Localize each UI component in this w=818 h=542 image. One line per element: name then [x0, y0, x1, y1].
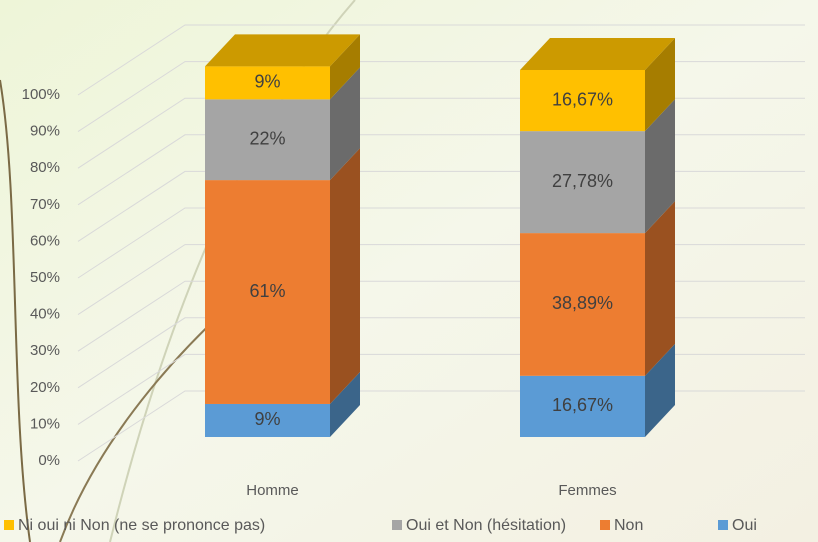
legend-swatch — [718, 520, 728, 530]
bar — [205, 180, 330, 404]
x-tick-label: Homme — [246, 482, 299, 499]
y-tick-label: 80% — [30, 159, 60, 176]
bar — [205, 66, 330, 100]
bar — [520, 69, 645, 132]
value-label: 22% — [249, 128, 285, 148]
bar — [205, 99, 330, 181]
y-tick-label: 50% — [30, 269, 60, 286]
bar-top — [520, 37, 675, 70]
bar-top — [205, 34, 360, 67]
decoration — [0, 79, 31, 542]
decoration — [59, 309, 226, 542]
plot: 0% 10% 20% 30% 40% 50% 60% 70% 80% 90% 100% Homme 9%… — [4, 24, 805, 534]
legend-swatch — [4, 520, 14, 530]
bar-side — [645, 99, 675, 234]
value-label: 61% — [249, 281, 285, 301]
bar-side — [330, 148, 360, 404]
y-tick-label: 90% — [30, 123, 60, 140]
x-tick-label: Femmes — [558, 482, 616, 499]
y-tick-label: 0% — [38, 452, 60, 469]
y-tick-label: 60% — [30, 232, 60, 249]
legend-label: Oui — [732, 517, 757, 534]
bar-side — [330, 34, 360, 100]
y-tick-label: 20% — [30, 379, 60, 396]
value-label: 9% — [254, 409, 280, 429]
bar — [520, 233, 645, 376]
bar-side — [645, 37, 675, 132]
legend-label: Non — [614, 517, 643, 534]
y-tick-label: 70% — [30, 196, 60, 213]
bar-side — [645, 343, 675, 437]
value-label: 27,78% — [552, 171, 613, 191]
y-tick-label: 100% — [22, 86, 60, 103]
grid-line — [77, 24, 805, 96]
legend-label: Oui et Non (hésitation) — [406, 517, 566, 534]
bar-side — [645, 201, 675, 376]
bar-side — [330, 67, 360, 181]
bar — [520, 131, 645, 234]
bar — [205, 403, 330, 437]
y-tick-label: 10% — [30, 415, 60, 432]
legend-label: Ni oui ni Non (ne se prononce pas) — [18, 517, 265, 534]
value-label: 16,67% — [552, 395, 613, 415]
bar — [520, 375, 645, 437]
y-tick-label: 30% — [30, 342, 60, 359]
bar-side — [330, 371, 360, 437]
legend-swatch — [600, 520, 610, 530]
legend-swatch — [392, 520, 402, 530]
y-tick-label: 40% — [30, 306, 60, 323]
value-label: 9% — [254, 72, 280, 92]
value-label: 16,67% — [552, 89, 613, 109]
value-label: 38,89% — [552, 293, 613, 313]
